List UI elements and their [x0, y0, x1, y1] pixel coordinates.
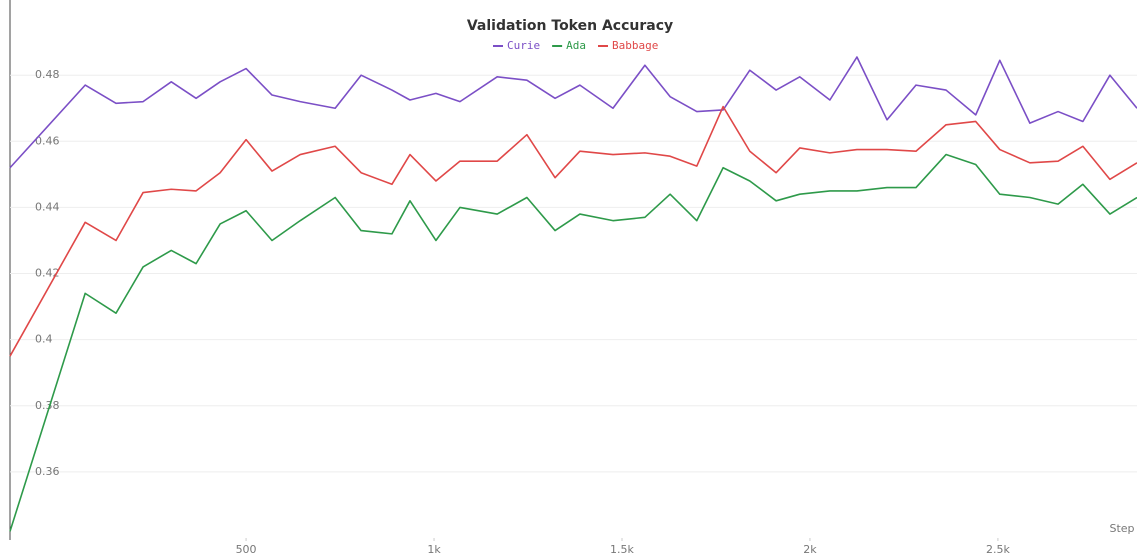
y-tick-label: 0.38	[35, 399, 60, 412]
legend-label: Babbage	[612, 39, 658, 52]
series-line	[9, 105, 1137, 357]
y-tick-label: 0.36	[35, 465, 60, 478]
series-line	[9, 56, 1137, 169]
chart-title: Validation Token Accuracy	[467, 18, 673, 34]
x-tick-label: 2.5k	[986, 543, 1010, 556]
y-tick-label: 0.4	[35, 333, 53, 346]
x-tick-label: 500	[236, 543, 257, 556]
x-tick-label: 1k	[427, 543, 441, 556]
y-tick-label: 0.46	[35, 134, 60, 147]
series-line	[9, 153, 1137, 532]
legend-label: Curie	[507, 39, 540, 52]
legend-label: Ada	[566, 39, 586, 52]
x-axis-label: Step	[1109, 522, 1134, 535]
y-tick-label: 0.44	[35, 200, 60, 213]
x-tick-label: 2k	[803, 543, 817, 556]
y-tick-label: 0.42	[35, 267, 60, 280]
x-tick-label: 1.5k	[610, 543, 634, 556]
y-tick-label: 0.48	[35, 68, 60, 81]
